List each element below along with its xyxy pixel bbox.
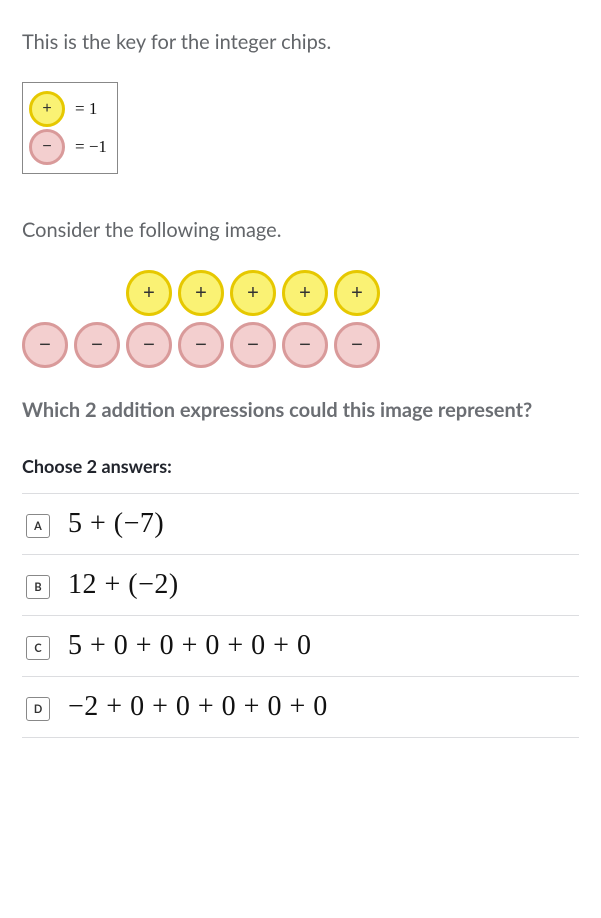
positive-chip-icon: +	[282, 270, 328, 316]
positive-chip-value: = 1	[75, 99, 97, 119]
answer-expression: 5 + (−7)	[68, 508, 164, 540]
negative-chip-icon: −	[282, 322, 328, 368]
answer-option-a[interactable]: A 5 + (−7)	[22, 493, 579, 555]
negative-chip-icon: −	[178, 322, 224, 368]
chip-top-row: +++++	[126, 270, 579, 316]
positive-chip-icon: +	[126, 270, 172, 316]
key-row-negative: − = −1	[29, 129, 107, 165]
positive-chip-icon: +	[230, 270, 276, 316]
choose-instruction: Choose 2 answers:	[22, 455, 579, 477]
negative-chip-icon: −	[29, 129, 65, 165]
answer-expression: 12 + (−2)	[68, 569, 179, 601]
answer-option-c[interactable]: C 5 + 0 + 0 + 0 + 0 + 0	[22, 616, 579, 677]
answer-expression: −2 + 0 + 0 + 0 + 0 + 0	[68, 691, 328, 723]
negative-chip-icon: −	[334, 322, 380, 368]
answer-checkbox[interactable]: C	[26, 636, 50, 660]
answer-expression: 5 + 0 + 0 + 0 + 0 + 0	[68, 630, 311, 662]
positive-chip-icon: +	[334, 270, 380, 316]
chip-key-box: + = 1 − = −1	[22, 82, 118, 174]
negative-chip-value: = −1	[75, 137, 107, 157]
answer-checkbox[interactable]: D	[26, 697, 50, 721]
intro-key-text: This is the key for the integer chips.	[22, 28, 579, 56]
chip-bottom-row: −−−−−−−	[22, 322, 579, 368]
answer-option-d[interactable]: D −2 + 0 + 0 + 0 + 0 + 0	[22, 677, 579, 738]
negative-chip-icon: −	[126, 322, 172, 368]
chip-image: +++++ −−−−−−−	[22, 270, 579, 368]
negative-chip-icon: −	[230, 322, 276, 368]
answer-checkbox[interactable]: A	[26, 514, 50, 538]
intro-image-text: Consider the following image.	[22, 216, 579, 244]
negative-chip-icon: −	[22, 322, 68, 368]
answer-list: A 5 + (−7) B 12 + (−2) C 5 + 0 + 0 + 0 + 0 + …	[22, 493, 579, 738]
question-text: Which 2 addition expressions could this …	[22, 396, 579, 425]
positive-chip-icon: +	[178, 270, 224, 316]
answer-option-b[interactable]: B 12 + (−2)	[22, 555, 579, 616]
negative-chip-icon: −	[74, 322, 120, 368]
answer-checkbox[interactable]: B	[26, 575, 50, 599]
positive-chip-icon: +	[29, 91, 65, 127]
key-row-positive: + = 1	[29, 91, 107, 127]
